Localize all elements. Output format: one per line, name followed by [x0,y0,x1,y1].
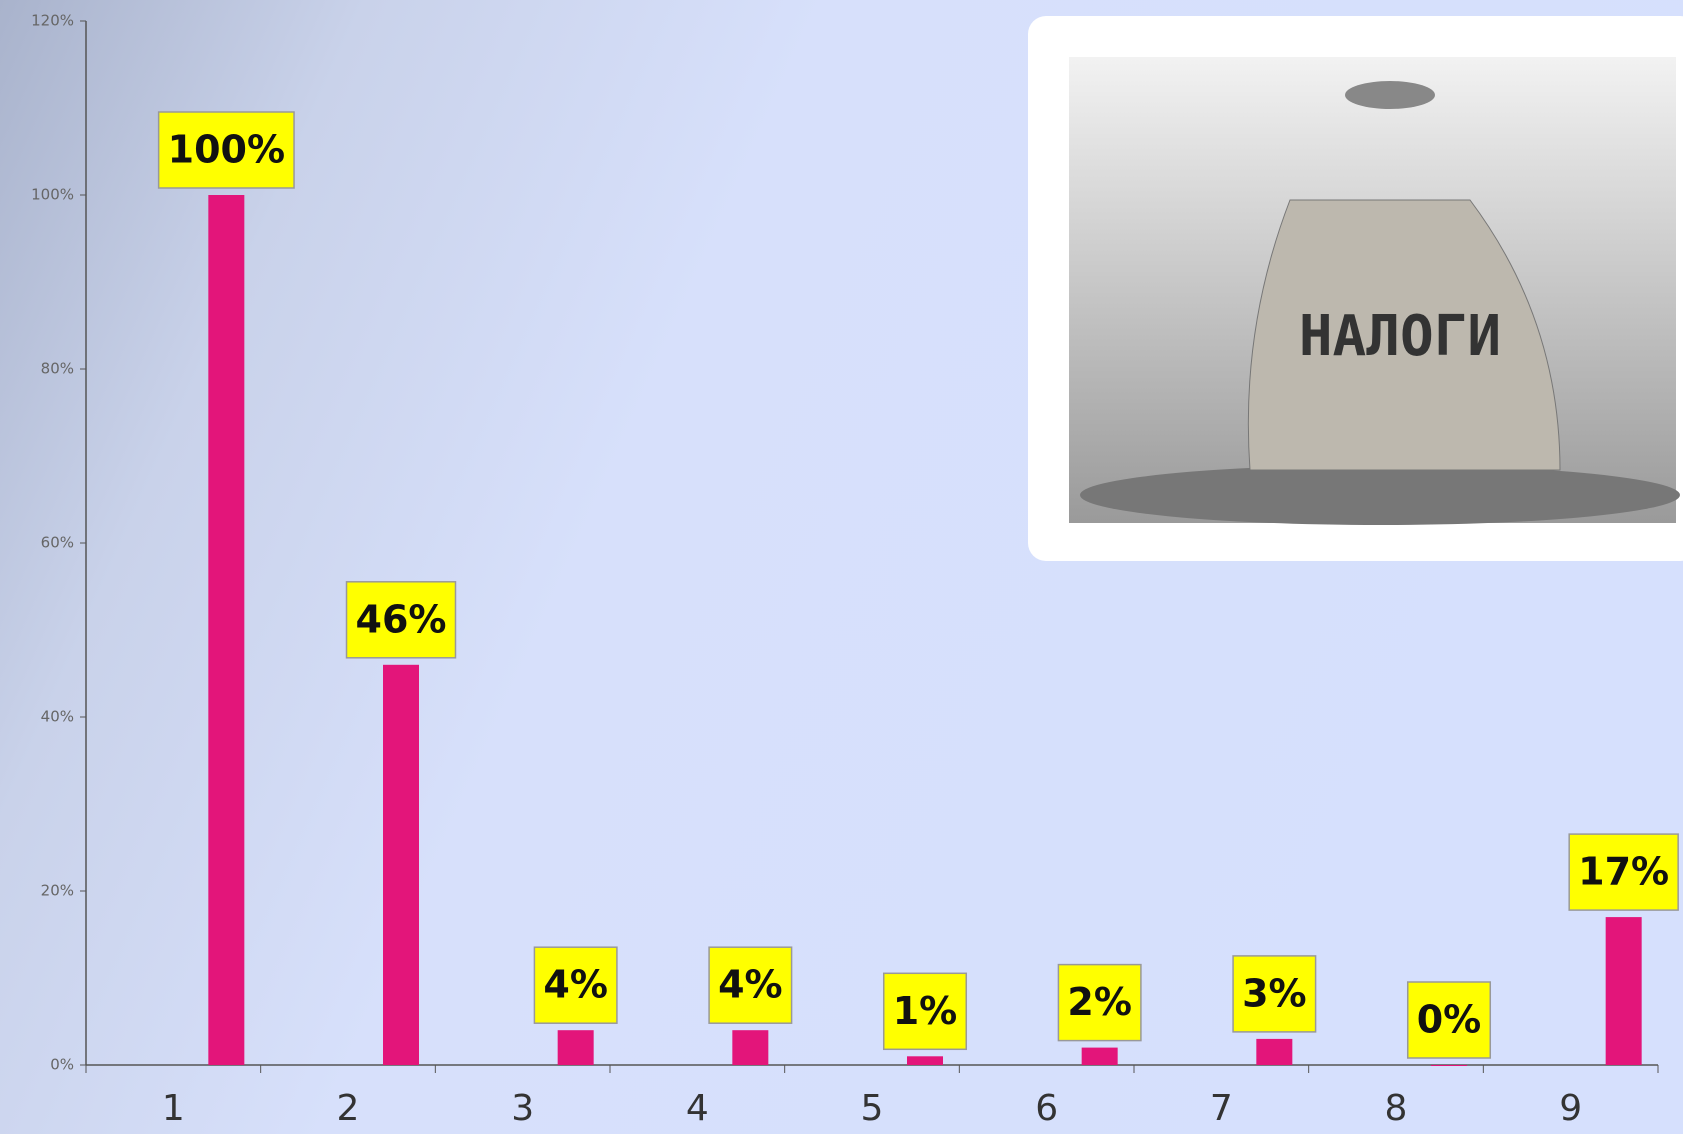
photo-text: НАЛОГИ [1299,304,1501,369]
value-label-box [1406,981,1492,1059]
bar [557,1030,594,1065]
value-label-box [708,946,793,1024]
bar [732,1030,769,1065]
coin-stack [1345,81,1435,109]
value-label-box [345,581,457,659]
x-tick-label: 2 [337,1088,360,1129]
bar [1605,917,1642,1065]
value-label-box [1057,963,1142,1042]
y-tick-label: 0% [50,1056,74,1074]
bag [1247,199,1561,471]
y-tick-label: 120% [31,12,74,30]
value-label: 3% [1242,971,1307,1015]
x-tick-label: 3 [511,1088,534,1129]
x-tick-label: 4 [686,1088,709,1129]
value-label: 100% [168,128,285,172]
y-tick-label: 60% [41,534,74,552]
value-label-box [882,972,968,1051]
coins [1080,465,1680,525]
bar [907,1056,943,1065]
value-label-box [1568,833,1679,911]
value-label: 4% [543,963,608,1007]
x-tick-label: 1 [162,1088,185,1129]
value-label: 17% [1578,850,1669,894]
value-label: 1% [893,989,958,1033]
bar [383,664,419,1065]
x-tick-label: 7 [1210,1088,1233,1129]
bar [1431,1065,1467,1066]
value-label: 46% [356,597,447,641]
y-tick-label: 20% [41,882,74,900]
x-tick-label: 5 [861,1088,884,1129]
x-tick-label: 9 [1559,1088,1582,1129]
y-tick-label: 100% [31,186,74,204]
value-label: 4% [718,963,783,1007]
bar [208,195,245,1065]
value-label-box [533,946,618,1024]
value-label: 2% [1067,980,1132,1024]
bar [1256,1038,1293,1065]
value-label-box [157,111,295,189]
bar [1081,1047,1118,1065]
value-label: 0% [1417,998,1482,1042]
photo-card: НАЛОГИ [1028,16,1683,561]
y-tick-label: 40% [41,708,74,726]
value-label-box [1232,955,1317,1033]
x-tick-label: 8 [1385,1088,1408,1129]
y-tick-label: 80% [41,360,74,378]
x-tick-label: 6 [1035,1088,1058,1129]
